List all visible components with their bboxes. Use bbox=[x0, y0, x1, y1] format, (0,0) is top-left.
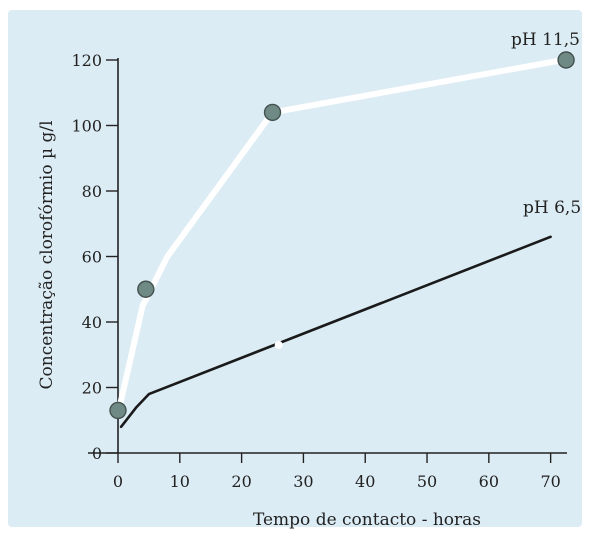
y-tick-label: 80 bbox=[82, 182, 102, 201]
series-line-2 bbox=[119, 235, 552, 429]
y-axis-title: Concentração clorofórmio µ g/l bbox=[37, 120, 57, 389]
x-tick-label: 10 bbox=[170, 472, 190, 491]
data-point bbox=[109, 401, 127, 420]
series-label-ph115: pH 11,5 bbox=[511, 30, 580, 50]
y-tick-label: 120 bbox=[71, 51, 102, 70]
y-tick-label: 60 bbox=[82, 248, 102, 267]
data-point bbox=[263, 103, 282, 122]
x-tick-label: 20 bbox=[231, 472, 251, 491]
chart-background bbox=[8, 10, 582, 527]
x-tick-label: 50 bbox=[417, 472, 437, 491]
line-gap-marker bbox=[274, 340, 283, 349]
y-tick-label: 100 bbox=[71, 117, 102, 136]
series-label-ph65: pH 6,5 bbox=[523, 198, 581, 218]
x-tick-label: 40 bbox=[355, 472, 375, 491]
x-tick-label: 0 bbox=[113, 472, 123, 491]
data-point bbox=[137, 280, 155, 298]
x-tick-label: 30 bbox=[293, 472, 313, 491]
y-tick-label: 0 bbox=[92, 444, 102, 463]
data-point bbox=[557, 51, 575, 69]
x-tick-label: 60 bbox=[479, 472, 499, 491]
series-layer: pH 11,5 pH 6,5 bbox=[109, 30, 581, 429]
x-tick-label: 70 bbox=[540, 472, 560, 491]
y-tick-label: 40 bbox=[82, 313, 102, 332]
axes: 0 20 40 60 80 100 120 0 10 20 30 40 50 60 70 bbox=[71, 51, 567, 491]
series-line-1 bbox=[115, 57, 566, 417]
y-tick-label: 20 bbox=[82, 379, 102, 398]
x-axis-title: Tempo de contacto - horas bbox=[253, 510, 481, 530]
